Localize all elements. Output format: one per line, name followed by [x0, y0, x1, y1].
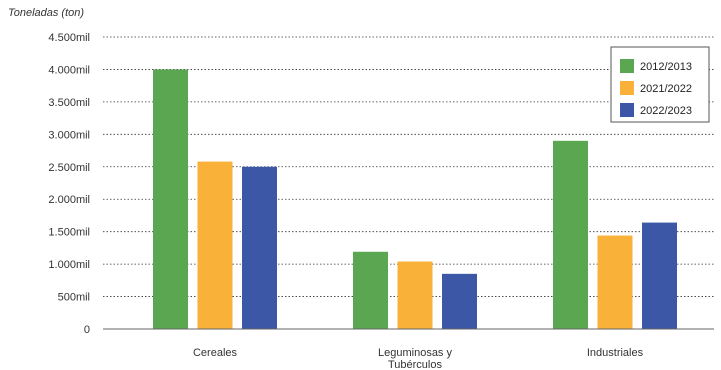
bar-2012/2013-Leguminosas y Tubérculos — [353, 251, 388, 329]
legend-swatch — [620, 81, 634, 95]
y-tick-label: 3.500mil — [48, 97, 90, 109]
y-axis-ticks: 0 500mil 1.000mil 1.500mil 2.000mil 2.500mil 3… — [48, 32, 90, 336]
bar-2022/2023-Industriales — [642, 222, 677, 329]
y-tick-label: 0 — [84, 324, 90, 336]
y-tick-label: 1.000mil — [48, 259, 90, 271]
x-tick-label: Industriales — [587, 347, 644, 359]
bar-2021/2022-Industriales — [597, 235, 633, 329]
y-tick-label: 2.500mil — [48, 162, 90, 174]
x-axis-ticks: Cereales Leguminosas y Tubérculos Industria… — [193, 347, 644, 370]
legend-label: 2022/2023 — [640, 105, 692, 117]
bar-2022/2023-Leguminosas y Tubérculos — [442, 273, 477, 329]
bar-2021/2022-Leguminosas y Tubérculos — [397, 261, 433, 329]
bar-2021/2022-Cereales — [197, 161, 233, 329]
legend-label: 2012/2013 — [640, 61, 692, 73]
x-tick-label: Leguminosas y Tubérculos — [378, 347, 452, 370]
y-tick-label: 500mil — [58, 292, 90, 304]
y-tick-label: 4.500mil — [48, 32, 90, 44]
y-tick-label: 1.500mil — [48, 227, 90, 239]
legend: 2012/2013 2021/2022 2022/2023 — [610, 46, 710, 123]
bar-2012/2013-Industriales — [553, 140, 588, 329]
bar-2022/2023-Cereales — [242, 166, 277, 329]
bars — [153, 69, 677, 329]
y-tick-label: 3.000mil — [48, 129, 90, 141]
legend-label: 2021/2022 — [640, 83, 692, 95]
legend-swatch — [620, 103, 634, 117]
bar-2012/2013-Cereales — [153, 69, 188, 329]
y-axis-title: Toneladas (ton) — [8, 7, 84, 19]
x-tick-label: Cereales — [193, 347, 238, 359]
y-tick-label: 4.000mil — [48, 64, 90, 76]
legend-swatch — [620, 59, 634, 73]
y-tick-label: 2.000mil — [48, 194, 90, 206]
